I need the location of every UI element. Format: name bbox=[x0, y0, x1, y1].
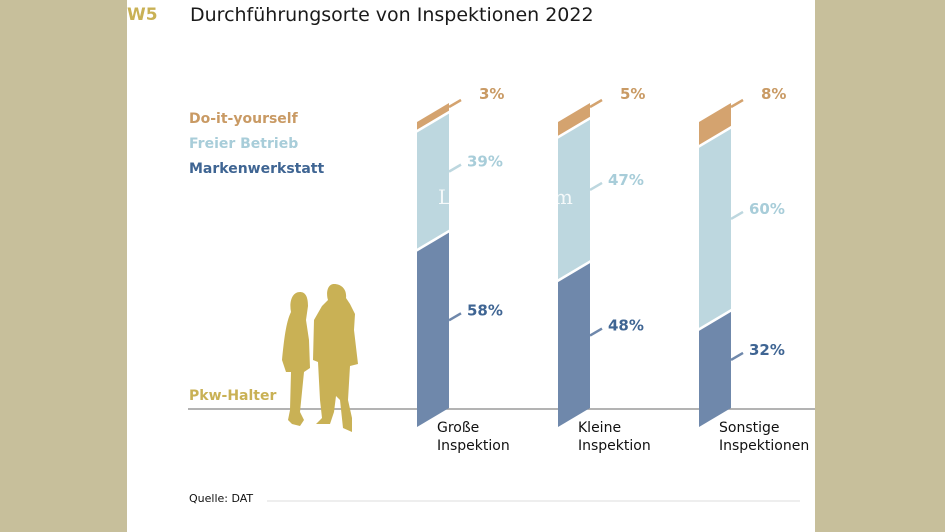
data-label: 58% bbox=[467, 301, 503, 319]
category-label-line2: Inspektion bbox=[578, 438, 651, 454]
source-note: Quelle: DAT bbox=[189, 492, 253, 505]
bar-segment-do-it-yourself bbox=[417, 103, 449, 130]
legend-freier-betrieb: Freier Betrieb bbox=[189, 136, 298, 152]
leader-line bbox=[730, 351, 744, 362]
bar-segment-markenwerkstatt bbox=[699, 311, 731, 427]
data-label: 60% bbox=[749, 200, 785, 218]
bar-segment-freier-betrieb bbox=[699, 128, 731, 328]
legend-markenwerkstatt: Markenwerkstatt bbox=[189, 161, 324, 177]
people-silhouette-icon bbox=[282, 284, 358, 432]
figure-id: W5 bbox=[127, 5, 158, 25]
leader-line bbox=[448, 312, 462, 322]
category-labels: Große Inspektion Kleine Inspektion Sonst… bbox=[437, 420, 809, 454]
data-label: 32% bbox=[749, 341, 785, 359]
bar-segment-freier-betrieb bbox=[417, 113, 449, 249]
leader-line bbox=[589, 327, 603, 337]
data-label: 8% bbox=[761, 85, 786, 103]
leader-line bbox=[730, 210, 744, 220]
category-label-line2: Inspektion bbox=[437, 438, 510, 454]
bars-group: 58% 39% 3% 48% 47% 5% 32% 60% 8% bbox=[417, 85, 786, 427]
watermark: Lorem Ipsum bbox=[438, 185, 573, 209]
bar-segment-freier-betrieb bbox=[558, 119, 590, 280]
category-label-line1: Kleine bbox=[578, 420, 621, 436]
category-label-line1: Sonstige bbox=[719, 420, 780, 436]
baseline-label: Pkw-Halter bbox=[189, 388, 276, 404]
data-label: 48% bbox=[608, 317, 644, 335]
leader-line bbox=[730, 98, 744, 109]
leader-line bbox=[589, 181, 603, 192]
leader-line bbox=[589, 98, 603, 109]
data-label: 3% bbox=[479, 85, 504, 103]
bar-segment-markenwerkstatt bbox=[417, 232, 449, 427]
bar-segment-markenwerkstatt bbox=[558, 263, 590, 427]
legend-do-it-yourself: Do-it-yourself bbox=[189, 111, 299, 127]
data-label: 47% bbox=[608, 171, 644, 189]
bar-segment-do-it-yourself bbox=[558, 103, 590, 136]
leader-line bbox=[448, 163, 462, 173]
data-label: 39% bbox=[467, 153, 503, 171]
data-label: 5% bbox=[620, 85, 645, 103]
chart-title: Durchführungsorte von Inspektionen 2022 bbox=[190, 4, 594, 26]
leader-line bbox=[448, 98, 462, 109]
category-label-line1: Große bbox=[437, 420, 479, 436]
category-label-line2: Inspektionen bbox=[719, 438, 809, 454]
bar-segment-do-it-yourself bbox=[699, 103, 731, 145]
